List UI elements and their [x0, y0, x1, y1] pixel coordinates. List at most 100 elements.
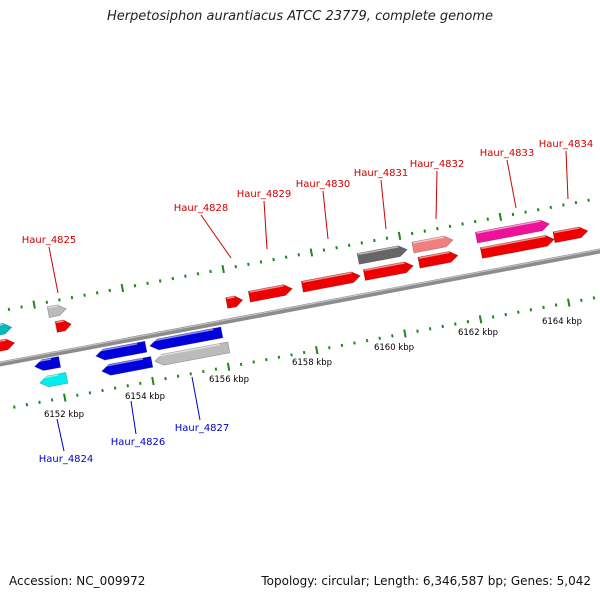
- reverse-scale-tick: [277, 355, 281, 359]
- reverse-scale-tick: [265, 357, 268, 362]
- gene-label-reverse: Haur_4827: [175, 423, 230, 434]
- gene-arrow-highlight: [476, 220, 541, 234]
- gene-arrow: [411, 235, 454, 254]
- forward-scale-tick: [133, 284, 137, 288]
- reverse-scale-major-tick: [151, 376, 155, 386]
- gene-arrow-highlight: [39, 374, 59, 380]
- gene-leader-line: [322, 190, 329, 240]
- forward-scale-tick: [259, 260, 263, 264]
- forward-scale-tick: [549, 205, 553, 210]
- reverse-scale-major-tick: [315, 346, 319, 355]
- reverse-scale-tick: [101, 388, 104, 393]
- gene-label-forward: Haur_4834: [539, 139, 594, 150]
- scale-label: 6158 kbp: [292, 358, 332, 368]
- gene-arrow: [247, 284, 293, 303]
- forward-scale-major-tick: [120, 283, 125, 293]
- reverse-scale-tick: [76, 393, 79, 397]
- reverse-scale-tick: [88, 391, 92, 395]
- gene-leader-line: [263, 200, 268, 250]
- forward-scale-tick: [272, 257, 275, 262]
- reverse-scale-tick: [542, 305, 545, 310]
- gene-label-reverse: Haur_4824: [39, 454, 94, 465]
- gene-arrow-highlight: [34, 358, 52, 363]
- forward-scale-tick: [83, 293, 86, 297]
- accession-label: Accession: NC_009972: [9, 574, 146, 588]
- reverse-scale-tick: [416, 329, 419, 333]
- reverse-scale-tick: [466, 320, 470, 324]
- forward-scale-tick: [347, 243, 351, 247]
- reverse-scale-tick: [139, 381, 142, 386]
- reverse-scale-major-tick: [63, 393, 67, 402]
- reverse-scale-tick: [517, 310, 520, 314]
- forward-scale-tick: [45, 300, 49, 304]
- forward-scale-tick: [423, 229, 427, 233]
- forward-scale-major-tick: [32, 300, 36, 309]
- reverse-scale-tick: [50, 398, 54, 402]
- forward-scale-tick: [373, 238, 376, 243]
- scale-label: 6162 kbp: [458, 328, 498, 338]
- forward-scale-tick: [473, 219, 477, 224]
- gene-arrow-highlight: [358, 245, 399, 256]
- forward-scale-tick: [247, 262, 250, 266]
- reverse-scale-tick: [504, 312, 507, 317]
- forward-scale-tick: [171, 276, 175, 281]
- gene-arrow: [39, 372, 69, 388]
- gene-arrow-highlight: [226, 296, 235, 300]
- map-title: Herpetosiphon aurantiacus ATCC 23779, co…: [106, 9, 494, 24]
- forward-scale-tick: [284, 255, 288, 259]
- forward-scale-tick: [486, 217, 490, 221]
- reverse-scale-tick: [25, 403, 29, 407]
- reverse-scale-tick: [202, 369, 205, 374]
- gene-arrow: [474, 219, 551, 244]
- forward-scale-major-tick: [309, 248, 314, 257]
- gene-arrow-highlight: [101, 358, 144, 368]
- gene-leader-line: [48, 246, 59, 294]
- gene-label-reverse: Haur_4826: [111, 437, 166, 448]
- gene-arrow: [300, 271, 361, 293]
- gene-label-forward: Haur_4825: [22, 235, 77, 246]
- reverse-scale-tick: [113, 386, 117, 390]
- forward-scale-tick: [461, 222, 464, 226]
- forward-scale-tick: [58, 298, 61, 302]
- scale-label: 6160 kbp: [374, 343, 414, 353]
- reverse-scale-tick: [592, 296, 596, 300]
- gene-arrow: [362, 261, 414, 281]
- reverse-scale-tick: [176, 374, 180, 378]
- gene-label-forward: Haur_4828: [174, 203, 229, 214]
- gene-arrow: [0, 322, 13, 336]
- gene-arrow-highlight: [95, 343, 138, 353]
- gene-label-forward: Haur_4831: [354, 168, 409, 179]
- gene-arrow-highlight: [249, 284, 284, 293]
- reverse-scale-tick: [189, 372, 192, 376]
- forward-scale-tick: [7, 307, 11, 312]
- forward-scale-tick: [436, 227, 439, 231]
- reverse-scale-tick: [302, 350, 306, 355]
- forward-scale-tick: [70, 295, 74, 300]
- gene-label-forward: Haur_4829: [237, 189, 292, 200]
- reverse-scale-tick: [239, 362, 243, 367]
- reverse-scale-tick: [252, 360, 255, 364]
- forward-scale-tick: [108, 288, 112, 293]
- forward-scale-tick: [95, 291, 99, 295]
- gene-arrow-highlight: [364, 262, 405, 272]
- gene-arrow-highlight: [481, 235, 546, 250]
- gene-arrow-highlight: [56, 320, 64, 324]
- forward-scale-tick: [385, 236, 389, 240]
- forward-scale-tick: [209, 269, 212, 274]
- gene-arrow: [479, 234, 555, 259]
- forward-scale-tick: [158, 279, 162, 283]
- reverse-scale-major-tick: [567, 298, 571, 307]
- reverse-scale-tick: [13, 405, 16, 409]
- genome-backbone: [0, 248, 600, 367]
- reverse-scale-tick: [340, 343, 344, 348]
- gene-arrow: [54, 319, 72, 333]
- forward-scale-tick: [184, 274, 187, 278]
- reverse-scale-tick: [554, 303, 558, 307]
- backbone-highlight: [0, 248, 600, 364]
- reverse-scale-major-tick: [478, 315, 483, 324]
- gene-leader-line: [200, 214, 232, 259]
- reverse-scale-tick: [353, 341, 356, 345]
- gene-leader-line: [565, 150, 569, 200]
- forward-scale-tick: [448, 224, 452, 228]
- forward-scale-tick: [234, 265, 238, 269]
